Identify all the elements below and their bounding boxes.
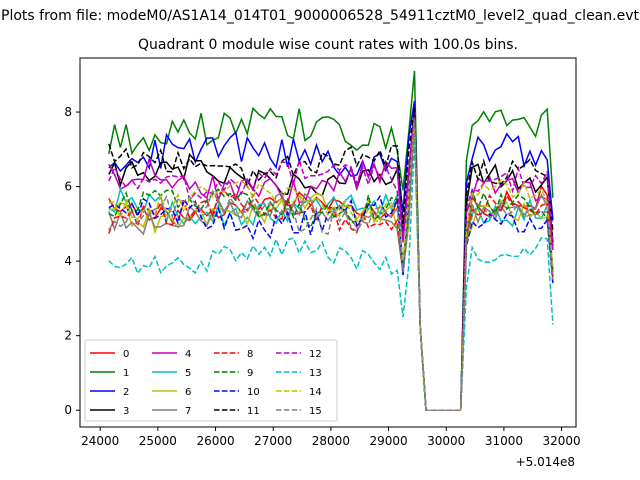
x-tick-label: 31000 xyxy=(485,434,523,448)
x-axis: 24000 25000 26000 27000 28000 29000 30000 31000… xyxy=(81,427,581,448)
legend-label: 7 xyxy=(185,406,191,417)
legend-label: 3 xyxy=(123,406,129,417)
legend-label: 4 xyxy=(185,349,191,360)
x-tick-label: 25000 xyxy=(139,434,177,448)
series-line-11 xyxy=(108,108,554,411)
series-line-7 xyxy=(108,119,554,411)
series-line-10 xyxy=(108,119,554,411)
legend-label: 1 xyxy=(123,368,129,379)
chart-title: Quadrant 0 module wise count rates with … xyxy=(138,37,518,53)
legend-label: 12 xyxy=(309,349,322,360)
series-line-14 xyxy=(108,119,554,411)
series-line-1 xyxy=(108,70,554,411)
series-line-13 xyxy=(108,138,554,411)
y-tick-label: 2 xyxy=(64,329,72,343)
legend-label: 11 xyxy=(247,406,260,417)
y-tick-label: 6 xyxy=(64,180,72,194)
y-tick-label: 4 xyxy=(64,254,72,268)
legend-label: 8 xyxy=(247,349,253,360)
series-line-15 xyxy=(108,119,554,411)
x-tick-label: 24000 xyxy=(81,434,119,448)
legend-label: 6 xyxy=(185,387,191,398)
legend-label: 13 xyxy=(309,368,322,379)
series-line-5 xyxy=(108,115,554,411)
figure-suptitle: Plots from file: modeM0/AS1A14_014T01_90… xyxy=(1,8,639,24)
legend-label: 14 xyxy=(309,387,322,398)
legend-label: 10 xyxy=(247,387,260,398)
y-axis: 0 2 4 6 8 xyxy=(64,105,80,417)
legend-frame xyxy=(84,339,338,422)
x-tick-label: 29000 xyxy=(369,434,407,448)
series-line-12 xyxy=(108,115,554,411)
x-offset-label: +5.014e8 xyxy=(516,455,575,469)
x-tick-label: 26000 xyxy=(196,434,234,448)
series-line-0 xyxy=(108,108,554,411)
legend-label: 2 xyxy=(123,387,129,398)
x-tick-label: 27000 xyxy=(254,434,292,448)
legend-label: 9 xyxy=(247,368,253,379)
x-tick-label: 28000 xyxy=(312,434,350,448)
legend-label: 0 xyxy=(123,349,129,360)
series-line-6 xyxy=(108,115,554,411)
x-tick-label: 30000 xyxy=(427,434,465,448)
legend-label: 15 xyxy=(309,406,322,417)
legend-label: 5 xyxy=(185,368,191,379)
y-tick-label: 0 xyxy=(64,403,72,417)
x-tick-label: 32000 xyxy=(542,434,580,448)
series-lines xyxy=(108,70,554,411)
plot-frame xyxy=(79,57,577,428)
y-tick-label: 8 xyxy=(64,105,72,119)
